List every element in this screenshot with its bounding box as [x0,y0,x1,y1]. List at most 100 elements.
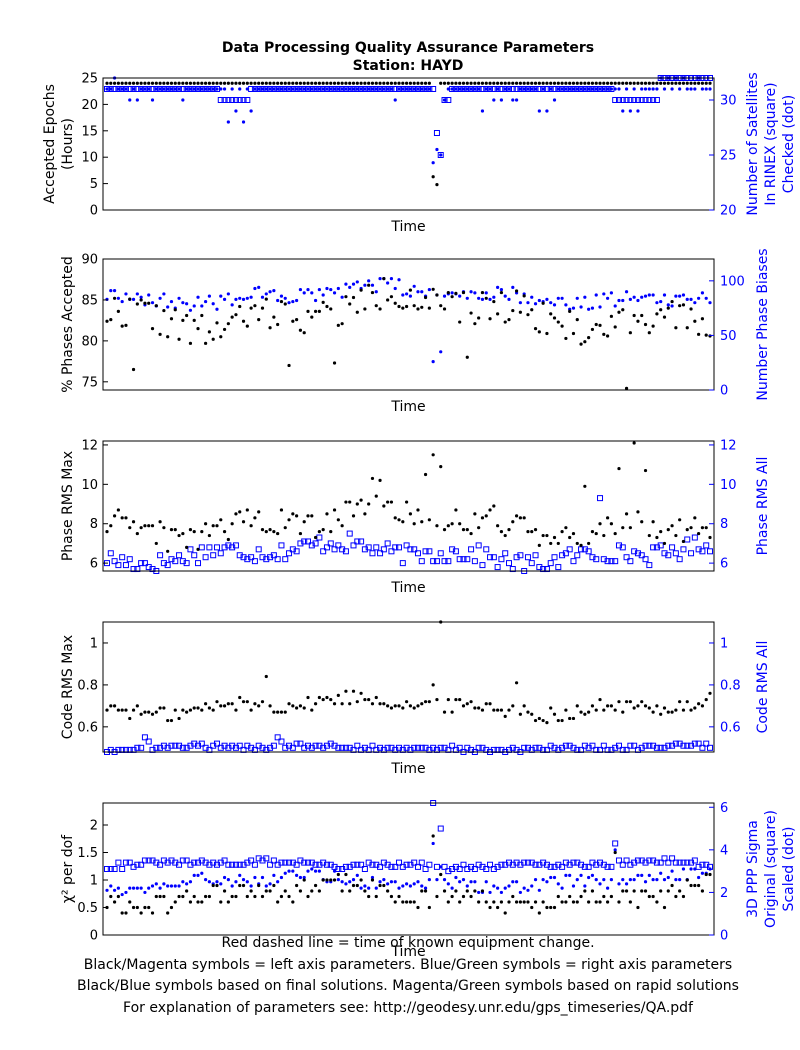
left-dot-point [317,309,321,313]
left-dot-point [697,702,701,706]
right-dot-point [169,299,174,304]
right-dot-point [693,301,697,305]
right-square-point [695,740,702,747]
left-dot-point [609,894,613,899]
right-square-point [187,546,194,553]
left-dot-point [458,697,462,702]
right-square-point [471,866,478,872]
left-dot-point [158,332,162,336]
left-dot-point [215,81,219,85]
right-dot-point [340,880,344,884]
right-square-point [225,861,232,868]
right-square-point [456,866,463,872]
right-square-point [141,857,148,864]
left-dot-point [204,894,208,899]
right-dot-point [556,882,560,886]
left-dot-point [260,306,265,310]
left-dot-point [173,308,177,312]
right-dot-point [276,87,280,91]
right-square-point [619,97,626,103]
left-dot-point [439,465,443,469]
right-dot-point [617,298,621,303]
left-dot-point [530,81,534,85]
right-dot-point [458,294,462,298]
left-dot-point [219,900,223,904]
left-dot-point [659,81,663,85]
left-dot-point [139,526,143,530]
right-square-point [589,742,596,749]
left-dot-point [276,900,280,904]
left-dot-point [124,708,128,712]
right-square-point [422,866,429,872]
left-dot-point [226,900,230,904]
right-square-point [627,742,634,749]
left-dot-point [386,889,390,893]
left-dot-point [568,716,572,721]
right-dot-point [439,865,443,869]
right-square-point [456,744,463,751]
left-dot-point [291,81,295,85]
left-dot-point [431,287,435,291]
right-square-point [240,554,247,561]
right-dot-point [689,297,693,301]
right-dot-point [124,890,128,895]
left-dot-point [131,708,136,712]
right-dot-point [150,98,155,102]
left-dot-point [382,277,386,281]
right-dot-point [397,886,401,890]
left-dot-point [435,524,439,528]
left-dot-point [412,522,416,526]
left-dot-point [177,533,181,538]
right-dot-point [564,873,568,877]
right-square-point [608,558,615,565]
left-dot-point [704,333,708,337]
right-dot-point [678,87,682,91]
right-square-point [323,861,330,868]
right-axis-label: Number Phase Biases [755,248,771,400]
left-tick-label: 0.5 [77,901,98,916]
right-square-point [293,861,300,868]
right-dot-point [484,880,488,884]
left-dot-point [143,301,147,305]
right-square-point [179,744,186,751]
left-dot-point [446,81,450,85]
left-dot-point [332,878,337,882]
left-dot-point [450,894,454,899]
left-dot-point [568,81,572,85]
right-square-point [433,558,440,565]
right-dot-point [640,295,644,299]
left-dot-point [590,327,595,332]
left-dot-point [222,81,227,85]
left-dot-point [215,321,219,325]
right-square-point [217,97,224,103]
left-dot-point [192,706,196,710]
left-dot-point [112,704,117,708]
right-dot-point [674,294,678,298]
left-dot-point [643,468,648,473]
right-dot-point [408,884,412,888]
left-dot-point [367,894,371,899]
left-dot-point [112,81,117,85]
right-dot-point [533,302,538,306]
left-dot-point [454,697,458,702]
right-square-point [179,558,186,565]
left-dot-point [526,313,530,317]
right-square-point [335,744,342,751]
right-square-point [377,550,384,557]
left-dot-point [537,716,541,721]
right-dot-point [279,294,284,298]
right-square-point [627,558,634,565]
left-dot-point [332,702,337,706]
left-dot-point [632,706,636,710]
right-square-point [585,863,592,870]
left-dot-point [238,304,242,309]
left-dot-point [139,81,143,85]
left-dot-point [420,889,424,893]
left-dot-point [575,541,579,546]
right-dot-point [700,291,705,295]
right-dot-point [393,98,397,102]
right-dot-point [313,869,318,873]
left-dot-point [624,700,629,704]
right-square-point [653,97,660,103]
left-dot-point [613,850,617,855]
